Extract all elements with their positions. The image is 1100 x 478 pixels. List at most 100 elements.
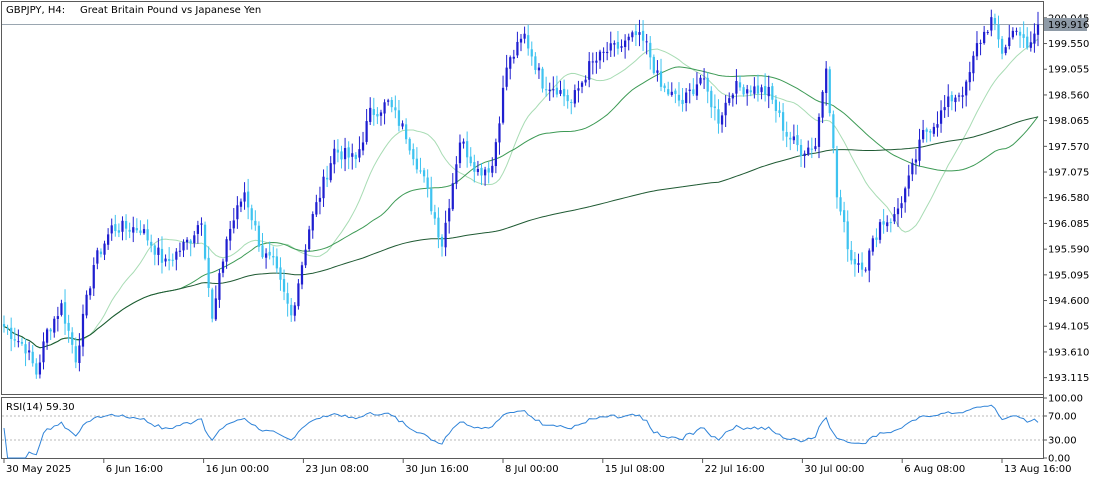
candle — [10, 317, 13, 352]
candle — [742, 84, 745, 97]
candle — [103, 240, 106, 261]
candle-body — [297, 283, 300, 307]
candle-body — [814, 146, 817, 150]
rsi-tick-label: 100.00 — [1048, 394, 1083, 405]
price-tick-label: 194.105 — [1048, 322, 1089, 333]
candle — [771, 82, 774, 105]
candle-body — [311, 214, 314, 231]
candle-body — [685, 92, 688, 103]
time-tick-label: 6 Aug 08:00 — [904, 464, 965, 475]
candle-body — [333, 148, 336, 165]
candle-body — [308, 229, 311, 250]
candle — [476, 160, 480, 176]
candle-body — [89, 288, 92, 296]
candle-body — [817, 116, 821, 147]
candle — [735, 69, 738, 105]
candle — [1036, 11, 1040, 47]
candle-body — [616, 41, 620, 49]
candle — [286, 282, 289, 317]
candle — [796, 124, 799, 152]
candle — [376, 107, 379, 125]
candle — [139, 220, 142, 236]
candle-body — [257, 225, 261, 247]
candle-body — [667, 89, 670, 95]
candle-body — [674, 90, 677, 94]
time-tick-label: 30 Jul 00:00 — [804, 464, 864, 475]
candle — [297, 279, 300, 310]
price-tick-label: 195.095 — [1048, 270, 1089, 281]
candle-body — [864, 269, 867, 271]
candle — [677, 82, 681, 107]
candle — [419, 157, 422, 174]
candle-body — [724, 102, 727, 116]
candle — [936, 111, 939, 137]
candle — [28, 341, 31, 361]
candle-body — [128, 229, 131, 232]
candle — [196, 220, 199, 244]
candle — [746, 84, 749, 106]
candle-body — [304, 249, 307, 266]
candle-body — [573, 90, 576, 104]
candle — [749, 85, 752, 97]
candle-body — [846, 221, 849, 250]
candle-body — [835, 149, 839, 198]
candle-body — [279, 267, 282, 280]
candle — [451, 173, 454, 212]
rsi-axis: 100.00 70.00 30.00 0.00 — [1043, 394, 1083, 465]
candle-body — [397, 110, 401, 126]
candle — [483, 166, 487, 186]
candle-body — [534, 56, 537, 70]
candle-body — [185, 239, 189, 243]
candle — [322, 169, 325, 207]
price-tick-label: 196.085 — [1048, 219, 1089, 230]
candle-body — [681, 99, 684, 105]
candle-body — [828, 69, 831, 114]
candle-body — [566, 95, 569, 102]
candle — [2, 315, 6, 333]
candle — [257, 221, 261, 252]
candle — [954, 94, 957, 112]
candle — [426, 169, 429, 198]
candle — [487, 162, 490, 184]
candle — [580, 80, 584, 94]
candle-body — [645, 41, 648, 43]
candle-body — [132, 227, 135, 233]
candle-body — [519, 38, 523, 43]
candle-body — [821, 91, 824, 118]
candle — [157, 238, 160, 266]
candle-body — [983, 31, 986, 44]
candle — [340, 145, 343, 169]
candle-body — [501, 87, 505, 123]
chart-description: Great Britain Pound vs Japanese Yen — [80, 5, 261, 16]
candle — [6, 324, 9, 335]
candle — [469, 147, 472, 167]
candle — [415, 147, 418, 174]
candle-body — [49, 329, 52, 332]
candle — [214, 285, 217, 322]
candle-body — [53, 318, 56, 333]
candle — [71, 327, 74, 354]
candle-body — [168, 258, 171, 261]
candle-body — [781, 112, 785, 131]
candle — [523, 26, 526, 44]
candle-body — [164, 258, 167, 262]
candle — [868, 248, 871, 283]
last-price-marker: 199.916 — [1044, 18, 1089, 31]
candle-body — [99, 251, 103, 255]
candle-body — [742, 87, 745, 95]
candle — [512, 49, 515, 64]
candle — [702, 68, 706, 89]
candle-body — [627, 36, 630, 41]
candle — [645, 33, 648, 55]
candle-body — [523, 33, 526, 39]
candle — [200, 217, 203, 236]
rsi-tick-label: 70.00 — [1048, 412, 1077, 423]
candle — [537, 63, 541, 79]
time-tick-label: 15 Jul 08:00 — [605, 464, 665, 475]
candle-body — [825, 68, 828, 93]
candle — [247, 178, 250, 220]
candle-body — [157, 247, 160, 255]
candle — [254, 210, 257, 231]
candle-body — [347, 147, 350, 158]
